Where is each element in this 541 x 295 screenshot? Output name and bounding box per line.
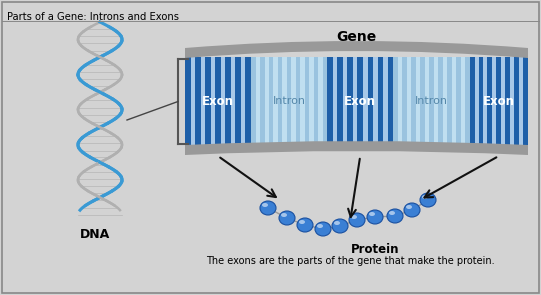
Ellipse shape [279,211,295,225]
Bar [269,57,274,146]
Ellipse shape [349,213,365,227]
Ellipse shape [315,222,331,236]
Bar [378,57,383,146]
Text: Parts of a Gene: Introns and Exons: Parts of a Gene: Introns and Exons [7,12,179,22]
Bar [505,57,510,146]
Text: Intron: Intron [415,96,448,106]
Ellipse shape [262,203,268,207]
Ellipse shape [260,201,276,215]
Text: Intron: Intron [273,96,306,106]
Ellipse shape [317,224,323,228]
Ellipse shape [422,195,428,199]
Bar [358,57,363,146]
Ellipse shape [351,215,357,219]
Ellipse shape [281,213,287,217]
Bar [429,57,434,146]
Bar [470,57,528,146]
Ellipse shape [297,218,313,232]
Bar [205,57,210,146]
Text: DNA: DNA [80,228,110,241]
Bar [260,57,265,146]
Bar [195,57,201,146]
Ellipse shape [389,211,395,215]
Ellipse shape [406,205,412,209]
Bar [393,57,470,146]
Bar [420,57,425,146]
Bar [402,57,407,146]
Ellipse shape [369,212,375,216]
Bar [327,57,393,146]
Bar [411,57,416,146]
Bar [496,57,502,146]
Bar [185,57,251,146]
Bar [251,57,327,146]
Bar [296,57,300,146]
Text: Gene: Gene [337,30,377,44]
Bar [393,57,398,146]
Ellipse shape [387,209,403,223]
Bar [235,57,241,146]
Bar [347,57,353,146]
Bar [470,57,474,146]
Bar [245,57,251,146]
Bar [278,57,282,146]
Bar [338,57,343,146]
Bar [251,57,255,146]
Bar [305,57,309,146]
Ellipse shape [420,193,436,207]
Bar [225,57,231,146]
Bar [465,57,470,146]
Bar [327,57,333,146]
Ellipse shape [367,210,383,224]
Text: Protein: Protein [351,243,399,256]
Bar [287,57,292,146]
Ellipse shape [334,221,340,225]
Bar [185,57,190,146]
Text: Exon: Exon [483,95,515,108]
Ellipse shape [299,220,305,224]
Bar [447,57,452,146]
Bar [367,57,373,146]
Bar [387,57,393,146]
Bar [478,57,484,146]
Bar [438,57,443,146]
Ellipse shape [332,219,348,233]
Bar [456,57,460,146]
Text: Exon: Exon [344,95,376,108]
Bar [314,57,318,146]
PathPatch shape [185,141,528,155]
Ellipse shape [404,203,420,217]
Bar [487,57,492,146]
Bar [523,57,528,146]
Text: Exon: Exon [202,95,234,108]
Text: The exons are the parts of the gene that make the protein.: The exons are the parts of the gene that… [206,256,494,266]
PathPatch shape [185,41,528,58]
Bar [215,57,221,146]
Bar [514,57,519,146]
Bar [322,57,327,146]
